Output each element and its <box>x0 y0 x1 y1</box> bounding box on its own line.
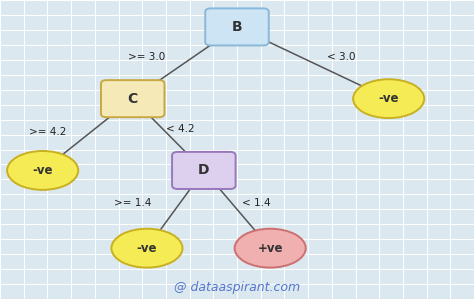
Ellipse shape <box>7 151 78 190</box>
Text: >= 1.4: >= 1.4 <box>114 198 151 208</box>
FancyBboxPatch shape <box>205 8 269 45</box>
Text: < 3.0: < 3.0 <box>327 52 356 62</box>
Ellipse shape <box>353 79 424 118</box>
Text: B: B <box>232 20 242 34</box>
Text: D: D <box>198 164 210 177</box>
Text: +ve: +ve <box>257 242 283 255</box>
Ellipse shape <box>235 229 306 268</box>
Text: C: C <box>128 92 138 106</box>
Text: >= 4.2: >= 4.2 <box>29 126 66 137</box>
FancyBboxPatch shape <box>172 152 236 189</box>
Text: @ dataaspirant.com: @ dataaspirant.com <box>174 280 300 294</box>
Text: -ve: -ve <box>137 242 157 255</box>
Text: < 4.2: < 4.2 <box>166 123 194 134</box>
Ellipse shape <box>111 229 182 268</box>
Text: -ve: -ve <box>378 92 399 105</box>
Text: >= 3.0: >= 3.0 <box>128 52 165 62</box>
Text: < 1.4: < 1.4 <box>242 198 270 208</box>
FancyBboxPatch shape <box>101 80 164 117</box>
Text: -ve: -ve <box>32 164 53 177</box>
